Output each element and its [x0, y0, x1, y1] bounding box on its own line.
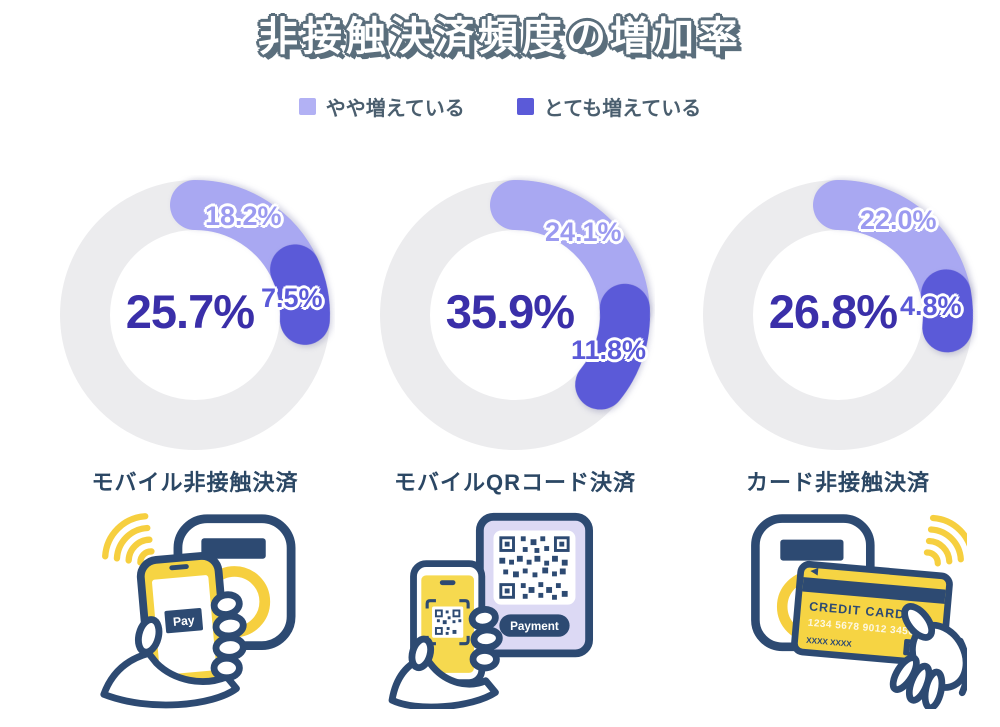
donut-svg [60, 180, 330, 450]
credit-card-icon: CREDIT CARD 1234 5678 9012 3456 XXXX XXX… [790, 560, 953, 667]
category-label-card-contactless: カード非接触決済 [745, 470, 930, 495]
smartphone-icon [409, 560, 485, 687]
page-title: 非接触決済頻度の増加率 [258, 15, 742, 59]
hand-icon [99, 591, 247, 709]
mobile-qr-illustration: Payment [388, 512, 593, 709]
legend-item-greatly-increased: とても増えている [516, 92, 702, 121]
segment-label-greatly: 7.5% [261, 283, 323, 313]
donut-total-value: 25.7% [125, 285, 255, 339]
legend: やや増えている とても増えている [0, 92, 1000, 121]
category-label-mobile-contactless: モバイル非接触決済 [91, 470, 299, 495]
donut-chart-mobile-qr: 35.9% 24.1% 11.8% [375, 175, 655, 455]
legend-swatch-somewhat-increased [298, 98, 316, 115]
arc-greatly-increased [380, 180, 650, 450]
nfc-waves-icon [923, 514, 967, 567]
payment-pill-graphic [498, 614, 570, 637]
donut-svg [380, 180, 650, 450]
segment-label-somewhat: 18.2% [205, 201, 282, 231]
charts-row: 25.7% 18.2% 7.5% モバイル非接触決済 Pay [0, 175, 1000, 720]
card-holder-text: XXXX XXXX [805, 636, 852, 649]
pay-button-text: Pay [172, 613, 195, 629]
payment-pill-text: Payment [510, 620, 559, 633]
category-label-mobile-qr: モバイルQRコード決済 [393, 470, 636, 495]
donut-svg [703, 180, 973, 450]
mobile-contactless-illustration: Pay [99, 513, 295, 709]
hand-icon [889, 603, 967, 709]
arc-greatly-increased [703, 180, 973, 450]
chart-column-mobile-contactless: 25.7% 18.2% 7.5% モバイル非接触決済 Pay [55, 175, 335, 709]
pay-button-graphic [163, 607, 203, 634]
arc-greatly-increased [60, 180, 330, 450]
donut-total-value: 26.8% [768, 285, 898, 339]
arc-somewhat-increased [60, 180, 330, 450]
hand-icon [388, 605, 503, 709]
qr-code-icon [498, 536, 570, 600]
segment-label-somewhat: 22.0% [860, 205, 937, 235]
donut-chart-mobile-contactless: 25.7% 18.2% 7.5% [55, 175, 335, 455]
segment-label-somewhat: 24.1% [545, 217, 622, 247]
segment-label-greatly: 11.8% [571, 335, 647, 365]
qr-display-board: Payment [475, 512, 593, 658]
card-contactless-illustration: CREDIT CARD 1234 5678 9012 3456 XXXX XXX… [750, 514, 967, 709]
chart-column-card-contactless: 26.8% 22.0% 4.8% カード非接触決済 CREDIT CARD [698, 175, 978, 709]
donut-chart-card-contactless: 26.8% 22.0% 4.8% [698, 175, 978, 455]
legend-item-somewhat-increased: やや増えている [298, 92, 465, 121]
legend-label-somewhat-increased: やや増えている [325, 98, 465, 120]
qr-code-icon [434, 609, 461, 635]
donut-total-value: 35.9% [445, 285, 575, 339]
nfc-waves-icon [101, 513, 155, 566]
chart-column-mobile-qr: 35.9% 24.1% 11.8% モバイルQRコード決済 [375, 175, 655, 709]
legend-swatch-greatly-increased [516, 98, 534, 115]
segment-label-greatly: 4.8% [900, 291, 962, 321]
legend-label-greatly-increased: とても増えている [543, 98, 702, 120]
